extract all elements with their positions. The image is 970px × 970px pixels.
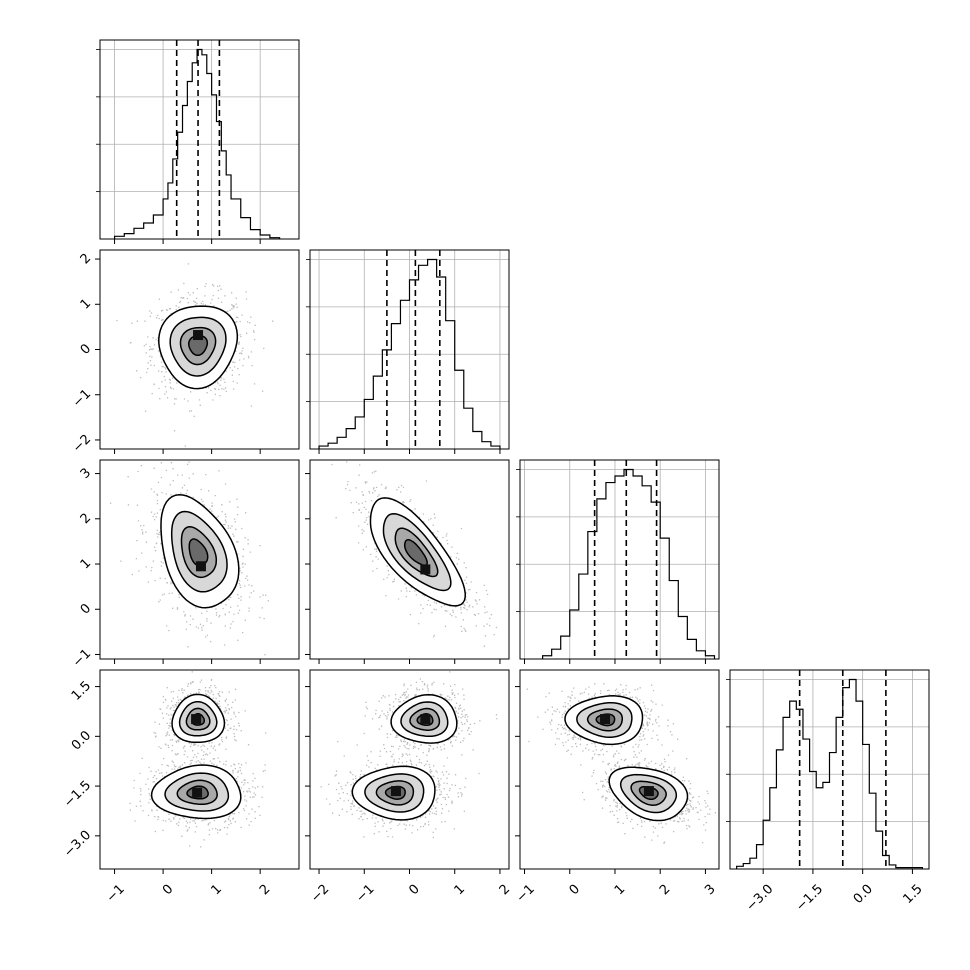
x-tick-label: 2 (497, 882, 513, 898)
histogram-step-line-1 (318, 258, 501, 449)
pair-panel-3-1 (309, 669, 510, 870)
y-tick-label: −1 (70, 646, 94, 670)
pair-frame (519, 669, 720, 870)
x-tick-label: 0.0 (851, 882, 876, 907)
pair-panel-1-0 (99, 249, 300, 450)
x-tick-label: 0 (406, 882, 422, 898)
density-blob-0 (369, 497, 466, 607)
x-tick-label: 2 (657, 882, 673, 898)
pair-panel-3-0 (99, 669, 300, 870)
density-blob-0 (564, 695, 644, 746)
pair-frame (99, 669, 300, 870)
y-tick-label: −1.5 (61, 778, 94, 811)
y-tick-label: 1.5 (69, 678, 94, 703)
density-blob-1 (150, 764, 242, 820)
pair-content (116, 263, 274, 447)
x-tick-label: 1 (452, 882, 468, 898)
y-tick-label: 1 (78, 296, 94, 312)
y-axis-row-3: −3.0 −1.5 0.0 1.5 (61, 678, 100, 861)
histogram-step-line-2 (542, 468, 716, 659)
density-blob-0 (160, 494, 240, 609)
density-peak (193, 330, 204, 341)
hist-panel-0 (96, 39, 300, 240)
density-peak (195, 561, 206, 572)
density-peak (420, 714, 431, 725)
pair-panel-2-0 (99, 459, 300, 660)
density-peak (191, 714, 202, 725)
hist-panel-2 (516, 459, 720, 660)
y-tick-label: 1 (78, 556, 94, 572)
y-axis-row-2: −1 0 1 2 3 (70, 465, 100, 671)
y-tick-label: 2 (78, 251, 94, 267)
y-tick-label: 0 (78, 341, 94, 357)
y-tick-label: −3.0 (61, 828, 94, 861)
x-tick-label: 1 (208, 882, 224, 898)
y-tick-label: 0.0 (69, 728, 94, 753)
density-blob-1 (351, 765, 436, 821)
pair-panel-2-1 (309, 459, 510, 660)
density-peak (192, 787, 203, 798)
pair-frame (99, 459, 300, 660)
hist-frame (729, 669, 930, 870)
pair-content (526, 683, 716, 845)
hist-frame (519, 459, 720, 660)
x-tick-label: −1 (353, 882, 377, 906)
x-tick-label: −1 (104, 882, 128, 906)
density-blob-0 (171, 693, 226, 744)
y-tick-label: 0 (78, 601, 94, 617)
contour-level-3 (403, 538, 428, 567)
density-peak (600, 714, 611, 725)
density-blob-0 (158, 305, 239, 390)
x-tick-label: 0 (567, 882, 583, 898)
x-tick-label: −1.5 (793, 882, 826, 915)
x-tick-label: −1 (514, 882, 538, 906)
hist-panel-3 (726, 669, 930, 870)
x-tick-label: 1.5 (900, 882, 925, 907)
pair-content (109, 461, 269, 656)
hist-frame (99, 39, 300, 240)
y-tick-label: 3 (78, 465, 94, 481)
x-tick-label: 1 (612, 882, 628, 898)
pair-content (331, 461, 498, 647)
x-tick-label: 2 (257, 882, 273, 898)
histogram-step-line-3 (736, 678, 923, 869)
density-blob-1 (608, 766, 689, 822)
density-peak (420, 564, 431, 575)
y-tick-label: −2 (70, 432, 94, 456)
y-tick-label: −1 (70, 387, 94, 411)
y-axis-row-1: −2 −1 0 1 2 (70, 251, 100, 456)
pair-content (129, 671, 267, 848)
density-peak (643, 786, 654, 797)
density-blob-0 (390, 693, 458, 744)
pair-panel-3-2 (519, 669, 720, 870)
x-tick-label: 0 (160, 882, 176, 898)
hist-panel-1 (306, 249, 510, 450)
histogram-step-line-0 (113, 48, 281, 239)
x-tick-label: −2 (308, 882, 332, 906)
pair-content (320, 671, 498, 839)
density-peak (390, 786, 401, 797)
x-tick-label: 3 (702, 882, 718, 898)
x-tick-label: −3.0 (744, 882, 777, 915)
y-tick-label: 2 (78, 511, 94, 527)
